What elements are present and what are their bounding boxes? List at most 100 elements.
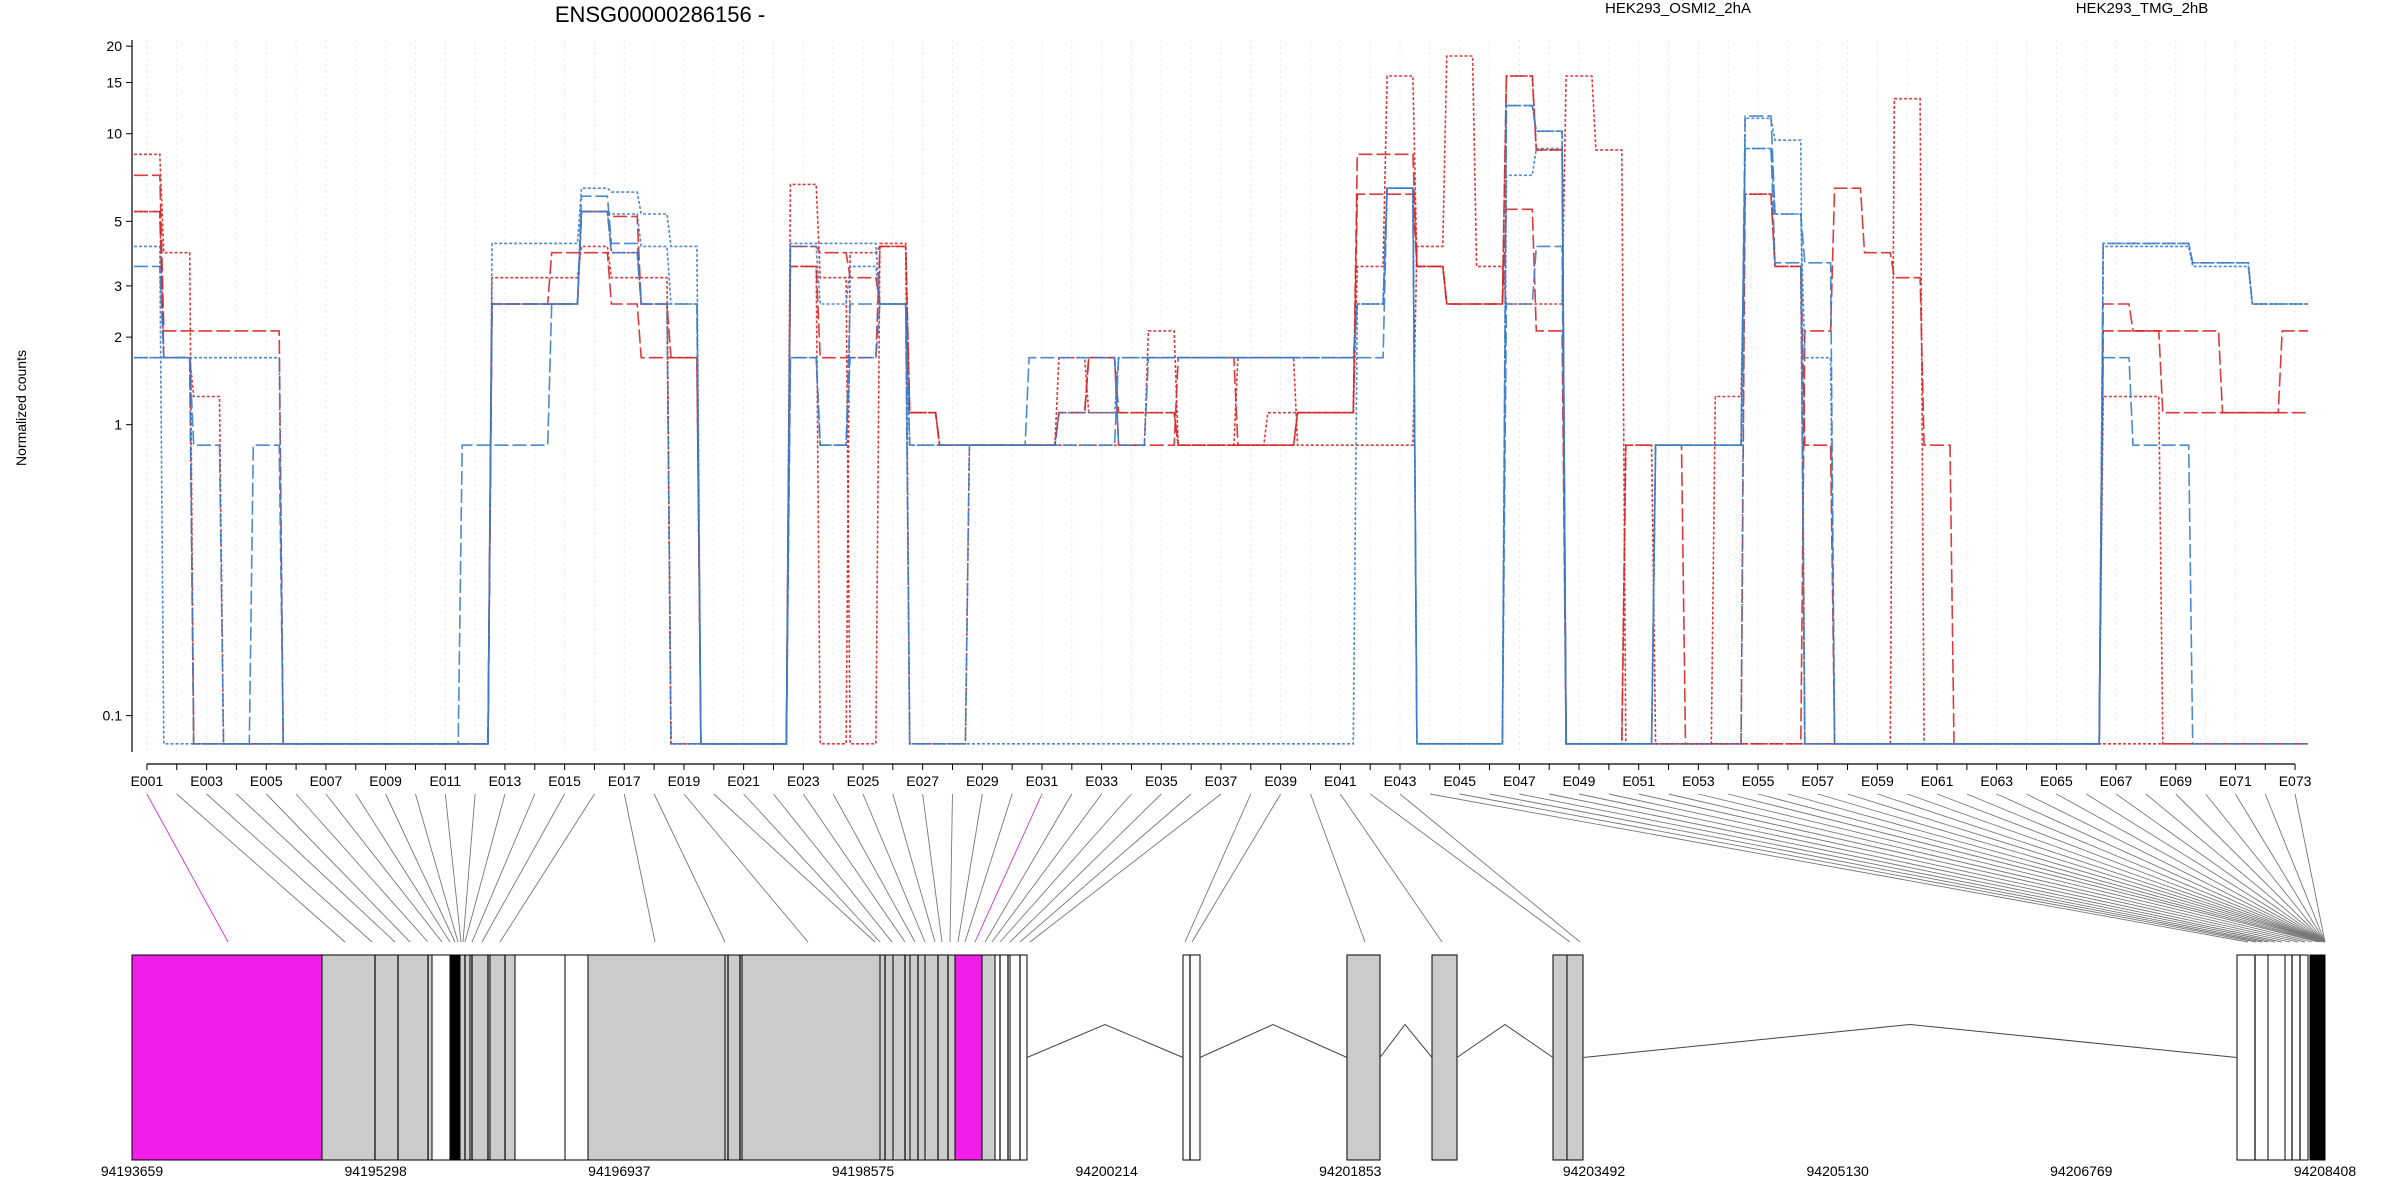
x-tick-label: E071 [2219,773,2252,789]
exon-block [954,954,983,1161]
exon-connector [499,793,595,943]
exon-connector [146,793,229,943]
x-tick-label: E069 [2159,773,2192,789]
axes-layer: 0.1 1 2 3 5 10 15 20 E001 E003 E005 E007 E009 E011 E01… [103,38,2312,789]
exon-connector [2026,793,2326,943]
x-tick-label: E047 [1503,773,1536,789]
x-tick-label: E021 [727,773,760,789]
exon-block [1182,954,1201,1161]
exon-connector [1907,793,2326,943]
exon-connector [2056,793,2326,943]
x-tick-label: E057 [1801,773,1834,789]
exon-connector [1519,793,2269,943]
exon-connector [999,793,1132,943]
genomic-coordinate-label: 94196937 [588,1163,651,1179]
exon-connector [1728,793,2319,943]
x-tick-label: E067 [2100,773,2133,789]
x-tick-label: E033 [1085,773,1118,789]
exon-block [564,954,589,1161]
exon-connector [653,793,726,943]
exon-connector [1817,793,2325,943]
exon-connector [265,793,411,943]
exon-block [1346,954,1381,1161]
exon-connector [2175,793,2326,943]
exon-block [879,954,894,1161]
exon-connector [1847,793,2326,943]
exon-connector [1966,793,2326,943]
exon-connector [295,793,429,943]
exon-connector [892,793,936,943]
exon-block [1566,954,1584,1161]
exon-connector [1638,793,2299,943]
exon-connector-lines [146,793,2326,943]
exon-connector [1608,793,2291,943]
exon-connector [1009,793,1162,943]
exon-block [469,954,491,1161]
exon-connector [713,793,876,943]
x-tick-label: E003 [190,773,223,789]
exon-connector [462,793,476,943]
exon-connector [1757,793,2321,943]
exon-connector [1936,793,2326,943]
exon-connector [974,793,1043,943]
x-tick-label: E073 [2279,773,2312,789]
exon-block [321,954,433,1161]
exon-connector [2235,793,2326,943]
exon-connector [1369,793,1571,943]
exon-connector [949,793,953,943]
genomic-coordinate-label: 94195298 [345,1163,408,1179]
exon-connector [471,793,536,943]
exon-block [2309,954,2326,1161]
x-tick-label: E049 [1563,773,1596,789]
y-tick-label: 1 [114,417,122,433]
exon-connector [832,793,916,943]
genomic-coordinate-label: 94200214 [1076,1163,1139,1179]
exon-block [514,954,566,1161]
x-tick-label: E053 [1682,773,1715,789]
x-tick-label: E007 [310,773,343,789]
exon-connector [464,793,506,943]
exon-connector [1578,793,2283,943]
exon-connector [1310,793,1366,943]
exon-connector [2145,793,2326,943]
genomic-coordinate-label: 94201853 [1319,1163,1382,1179]
exon-connector [802,793,906,943]
exon-connector [743,793,881,943]
exon-block [981,954,996,1161]
x-tick-label: E017 [608,773,641,789]
genomic-coordinate-label: 94205130 [1807,1163,1870,1179]
intron-line [1379,1023,1433,1058]
y-tick-label: 0.1 [103,708,123,724]
x-tick-label: E055 [1742,773,1775,789]
intron-line [1026,1023,1184,1058]
exon-connector [325,793,443,943]
genomic-coordinate-label: 94203492 [1563,1163,1626,1179]
exon-connector [444,793,462,943]
x-tick-label: E011 [429,773,461,789]
exon-connector [1019,793,1192,943]
exon-connector [1029,793,1222,943]
exon-connector [984,793,1073,943]
chart-title: ENSG00000286156 - [555,2,765,27]
intron-line [1199,1023,1348,1058]
x-tick-label: E041 [1324,773,1357,789]
exon-block [2267,954,2286,1161]
genomic-coordinate-label: 94198575 [832,1163,895,1179]
x-tick-label: E031 [1026,773,1059,789]
exon-connector [415,793,459,943]
x-tick-label: E027 [906,773,939,789]
x-tick-label: E029 [966,773,999,789]
exon-block [892,954,911,1161]
grid-layer [146,40,2296,752]
exon-block [2284,954,2309,1161]
exon-connector [922,793,943,943]
x-tick-label: E019 [668,773,701,789]
exon-block [2236,954,2256,1161]
y-axis-label: Normalized counts [13,350,29,466]
exon-connector [1191,793,1282,943]
y-tick-label: 5 [114,213,122,229]
exon-connector [1549,793,2276,943]
exon-connector [176,793,346,943]
gene-model: 94193659 94195298 94196937 94198575 94200214… [101,954,2356,1179]
x-tick-label: E005 [250,773,283,789]
